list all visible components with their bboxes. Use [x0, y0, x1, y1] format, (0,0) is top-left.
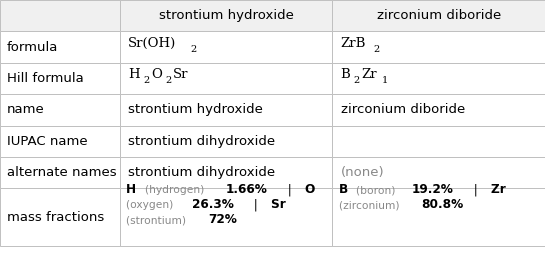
Bar	[0, 0, 120, 31]
Text: Zr: Zr	[490, 183, 510, 196]
Text: B: B	[339, 183, 353, 196]
Bar	[0, 157, 120, 188]
Text: strontium dihydroxide: strontium dihydroxide	[128, 166, 275, 179]
Bar	[120, 31, 332, 63]
Bar	[120, 157, 332, 188]
Bar	[120, 0, 332, 31]
Text: 2: 2	[190, 45, 197, 54]
Bar	[120, 63, 332, 94]
Text: Sr(OH): Sr(OH)	[128, 37, 177, 50]
Text: 72%: 72%	[208, 213, 237, 226]
Text: IUPAC name: IUPAC name	[7, 135, 87, 148]
Text: |: |	[465, 183, 485, 196]
Bar	[0, 63, 120, 94]
Text: (oxygen): (oxygen)	[126, 200, 177, 210]
Text: H: H	[128, 69, 140, 81]
Text: 1.66%: 1.66%	[226, 183, 268, 196]
Bar	[120, 94, 332, 126]
Bar	[332, 94, 545, 126]
Text: strontium hydroxide: strontium hydroxide	[159, 9, 294, 22]
Text: zirconium diboride: zirconium diboride	[377, 9, 501, 22]
Text: Hill formula: Hill formula	[7, 72, 83, 85]
Text: O: O	[151, 69, 162, 81]
Text: Zr: Zr	[361, 69, 377, 81]
Bar	[332, 63, 545, 94]
Text: Sr: Sr	[173, 69, 189, 81]
Text: O: O	[305, 183, 319, 196]
Text: 26.3%: 26.3%	[192, 198, 234, 211]
Bar	[120, 188, 332, 246]
Text: mass fractions: mass fractions	[7, 210, 104, 224]
Bar	[120, 126, 332, 157]
Text: formula: formula	[7, 41, 58, 54]
Text: |: |	[280, 183, 299, 196]
Text: 2: 2	[353, 76, 360, 85]
Text: H: H	[126, 183, 141, 196]
Text: (zirconium): (zirconium)	[339, 200, 403, 210]
Text: alternate names: alternate names	[7, 166, 116, 179]
Bar	[0, 188, 120, 246]
Text: strontium dihydroxide: strontium dihydroxide	[128, 135, 275, 148]
Text: Sr: Sr	[271, 198, 290, 211]
Bar	[0, 94, 120, 126]
Text: zirconium diboride: zirconium diboride	[341, 103, 465, 116]
Text: 19.2%: 19.2%	[411, 183, 453, 196]
Text: (hydrogen): (hydrogen)	[145, 185, 208, 195]
Bar	[332, 31, 545, 63]
Text: 2: 2	[165, 76, 172, 85]
Text: strontium hydroxide: strontium hydroxide	[128, 103, 263, 116]
Text: 1: 1	[382, 76, 388, 85]
Bar	[0, 31, 120, 63]
Bar	[332, 0, 545, 31]
Text: 2: 2	[143, 76, 149, 85]
Text: 80.8%: 80.8%	[421, 198, 464, 211]
Text: name: name	[7, 103, 44, 116]
Text: |: |	[246, 198, 265, 211]
Bar	[332, 157, 545, 188]
Text: ZrB: ZrB	[341, 37, 366, 50]
Text: (boron): (boron)	[356, 185, 399, 195]
Bar	[332, 126, 545, 157]
Text: (none): (none)	[341, 166, 384, 179]
Text: B: B	[341, 69, 350, 81]
Bar	[332, 188, 545, 246]
Text: 2: 2	[373, 45, 380, 54]
Bar	[0, 126, 120, 157]
Text: (strontium): (strontium)	[126, 215, 190, 225]
